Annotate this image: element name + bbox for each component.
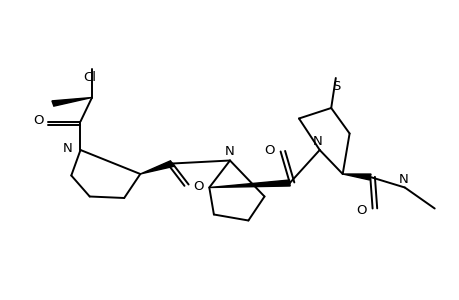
Text: O: O (33, 114, 43, 128)
Text: Cl: Cl (83, 71, 96, 84)
Polygon shape (140, 161, 174, 174)
Text: N: N (63, 142, 73, 155)
Text: S: S (332, 80, 340, 93)
Polygon shape (209, 180, 290, 188)
Text: N: N (312, 135, 322, 148)
Text: O: O (263, 143, 274, 157)
Polygon shape (342, 174, 370, 180)
Text: N: N (224, 145, 235, 158)
Text: O: O (193, 179, 203, 193)
Polygon shape (52, 98, 92, 106)
Text: N: N (398, 172, 408, 186)
Text: O: O (355, 203, 365, 217)
